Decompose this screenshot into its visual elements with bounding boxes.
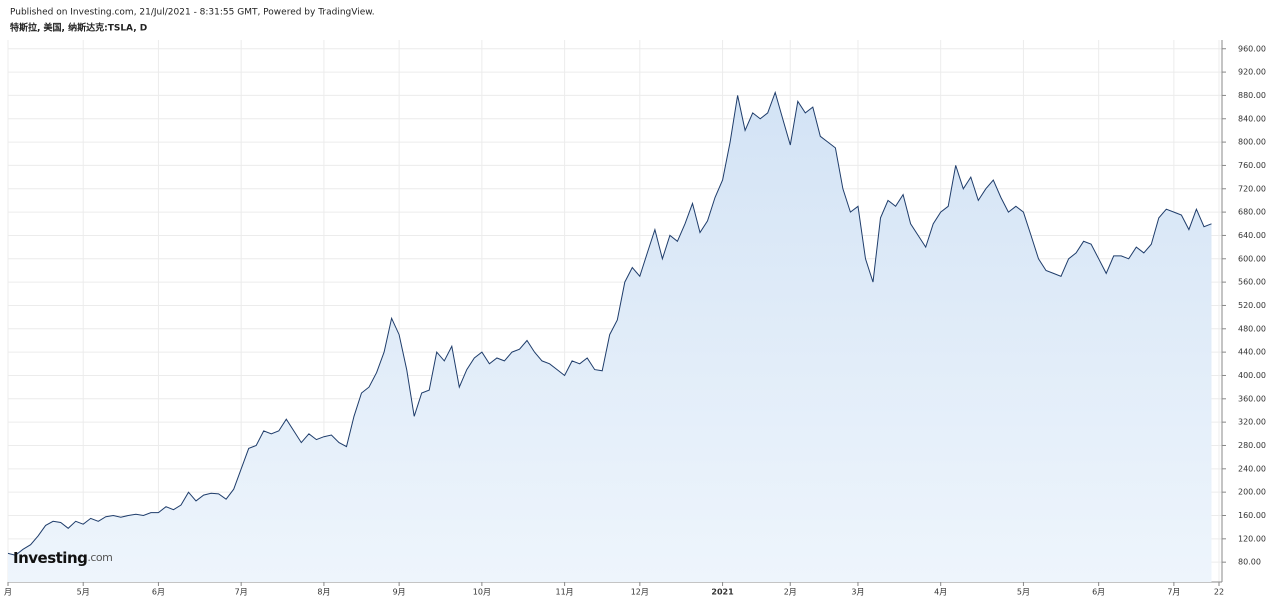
published-note: Published on Investing.com, 21/Jul/2021 … [10, 8, 375, 18]
y-tick-label: 560.00 [1238, 278, 1266, 287]
x-tick-label: 7月 [1167, 588, 1180, 597]
x-tick-label: 月 [4, 588, 12, 597]
y-tick-label: 480.00 [1238, 324, 1266, 333]
x-tick-label: 11月 [556, 588, 574, 597]
y-tick-label: 640.00 [1238, 231, 1266, 240]
y-tick-label: 360.00 [1238, 394, 1266, 403]
logo-suffix: .com [87, 551, 112, 564]
x-tick-label: 12月 [631, 588, 649, 597]
y-tick-label: 400.00 [1238, 371, 1266, 380]
x-tick-label: 7月 [235, 588, 248, 597]
y-tick-label: 520.00 [1238, 301, 1266, 310]
y-tick-label: 880.00 [1238, 91, 1266, 100]
plot-area: 80.00 120.00 160.00 200.00 240.00 280.00 320.0… [4, 40, 1266, 597]
x-tick-label: 9月 [393, 588, 406, 597]
x-tick-label: 22 [1214, 588, 1224, 597]
y-tick-label: 720.00 [1238, 184, 1266, 193]
x-tick-label: 3月 [851, 588, 864, 597]
y-tick-label: 800.00 [1238, 138, 1266, 147]
y-tick-label: 320.00 [1238, 418, 1266, 427]
y-tick-label: 600.00 [1238, 254, 1266, 263]
y-tick-label: 280.00 [1238, 441, 1266, 450]
logo: Investing.com [13, 549, 112, 567]
y-tick-label: 80.00 [1238, 558, 1261, 567]
x-tick-label: 6月 [1092, 588, 1105, 597]
logo-main: Investing [13, 549, 87, 567]
x-tick-label: 2月 [784, 588, 797, 597]
y-tick-label: 440.00 [1238, 348, 1266, 357]
y-tick-label: 960.00 [1238, 44, 1266, 53]
x-tick-label: 2021 [711, 588, 734, 597]
y-tick-label: 200.00 [1238, 488, 1266, 497]
x-tick-label: 10月 [473, 588, 491, 597]
y-tick-label: 920.00 [1238, 68, 1266, 77]
x-tick-label: 5月 [77, 588, 90, 597]
y-tick-label: 120.00 [1238, 534, 1266, 543]
area-fill [8, 92, 1212, 582]
x-tick-label: 6月 [152, 588, 165, 597]
symbol-title: 特斯拉, 美国, 纳斯达克:TSLA, D [10, 22, 147, 34]
y-tick-label: 840.00 [1238, 114, 1266, 123]
y-tick-label: 240.00 [1238, 464, 1266, 473]
x-tick-label: 4月 [934, 588, 947, 597]
x-tick-label: 8月 [317, 588, 330, 597]
x-tick-label: 5月 [1017, 588, 1030, 597]
y-tick-label: 760.00 [1238, 161, 1266, 170]
price-line [7, 90, 1212, 556]
y-tick-label: 680.00 [1238, 208, 1266, 217]
y-tick-label: 160.00 [1238, 511, 1266, 520]
